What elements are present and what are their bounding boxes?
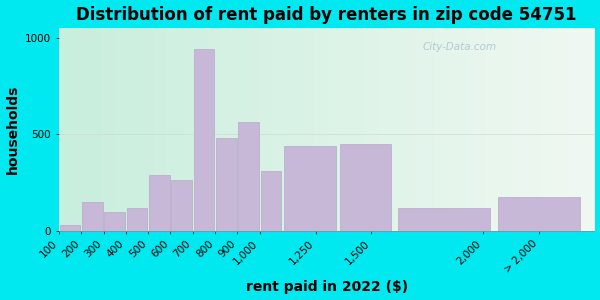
Y-axis label: households: households [5, 85, 20, 174]
Title: Distribution of rent paid by renters in zip code 54751: Distribution of rent paid by renters in … [76, 6, 577, 24]
Bar [104, 212, 125, 231]
Text: City-Data.com: City-Data.com [423, 42, 497, 52]
Bar [216, 138, 236, 231]
Bar [497, 197, 580, 231]
Bar [127, 208, 147, 231]
Bar [260, 171, 281, 231]
Bar [238, 122, 259, 231]
Bar [284, 146, 335, 231]
Bar [82, 202, 103, 231]
Bar [149, 175, 170, 231]
Bar [340, 144, 391, 231]
Bar [194, 49, 214, 231]
Bar [398, 208, 490, 231]
Bar [172, 180, 192, 231]
Bar [60, 225, 80, 231]
X-axis label: rent paid in 2022 ($): rent paid in 2022 ($) [245, 280, 408, 294]
